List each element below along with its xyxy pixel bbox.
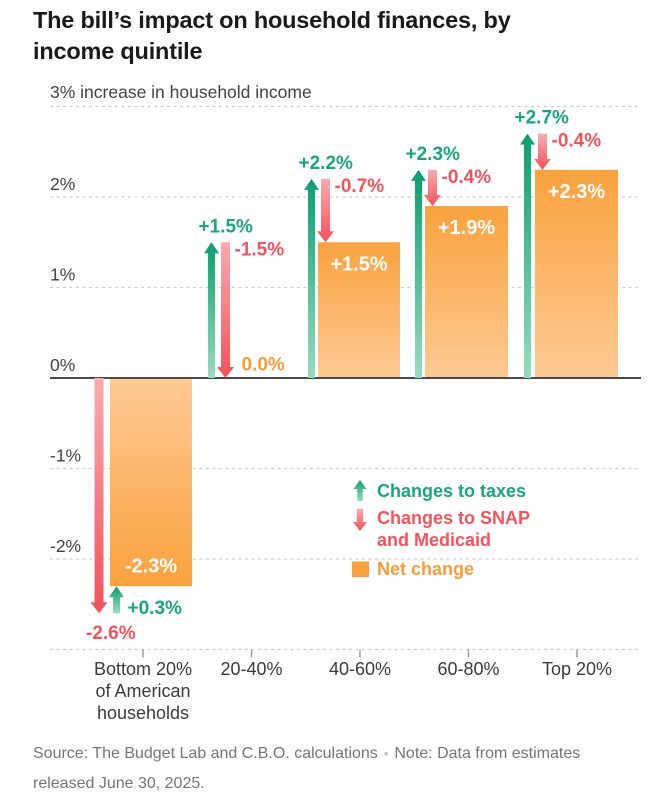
y-axis-unit-label: 3% increase in household income <box>50 82 312 102</box>
category-label: 40-60% <box>329 659 391 679</box>
net-value-label: +1.9% <box>438 217 495 239</box>
legend-label-snap-line1: Changes to SNAP <box>377 508 530 528</box>
snap-medicaid-arrow <box>317 178 334 243</box>
snap-value-label: -2.6% <box>86 623 136 644</box>
y-axis-label: -2% <box>50 536 81 556</box>
legend-label-snap-line2: and Medicaid <box>377 530 491 550</box>
snap-value-label: -0.4% <box>552 131 602 152</box>
tax-change-arrow <box>520 133 535 378</box>
net-change-bar <box>425 206 508 378</box>
snap-medicaid-arrow <box>90 378 108 614</box>
tax-change-arrow <box>109 586 124 614</box>
category-label: 20-40% <box>220 659 282 679</box>
y-axis-label: -1% <box>50 446 81 466</box>
legend-up-arrow-icon <box>353 480 367 501</box>
net-change-bar <box>535 169 618 378</box>
snap-medicaid-arrow <box>217 242 234 378</box>
legend-label-taxes: Changes to taxes <box>377 481 526 501</box>
snap-medicaid-arrow <box>424 169 441 207</box>
chart-title: The bill’s impact on household finances,… <box>33 7 511 64</box>
category-label: Top 20% <box>542 659 612 679</box>
tax-value-label: +2.2% <box>299 153 354 174</box>
snap-value-label: -0.7% <box>335 176 385 197</box>
y-axis-label: 2% <box>50 174 75 194</box>
tax-change-arrow <box>204 242 219 378</box>
category-label: households <box>97 703 189 723</box>
category-label: 60-80% <box>437 659 499 679</box>
legend-label-net: Net change <box>377 559 474 579</box>
tax-value-label: +1.5% <box>199 216 254 237</box>
y-axis-label: 0% <box>50 355 75 375</box>
source-note: Source: The Budget Lab and C.B.O. calcul… <box>33 739 645 799</box>
net-value-label: +2.3% <box>548 181 605 203</box>
legend-square-icon <box>352 561 369 577</box>
note-text-part1: Note: Data from <box>394 745 508 762</box>
tax-value-label: +2.7% <box>515 108 570 129</box>
net-value-label: -2.3% <box>125 556 177 578</box>
category-label: Bottom 20% <box>94 659 192 679</box>
snap-value-label: -1.5% <box>235 239 285 260</box>
net-value-label: 0.0% <box>242 355 285 376</box>
category-label: of American <box>95 681 190 701</box>
source-text: Source: The Budget Lab and C.B.O. calcul… <box>33 745 378 762</box>
net-value-label: +1.5% <box>330 253 387 275</box>
tax-change-arrow <box>304 178 319 378</box>
net-change-bar <box>110 378 192 587</box>
snap-value-label: -0.4% <box>442 167 492 188</box>
y-axis-label: 1% <box>50 265 75 285</box>
tax-value-label: +0.3% <box>128 598 183 619</box>
net-change-bar <box>318 242 400 378</box>
separator-dot-icon: • <box>383 746 389 761</box>
legend-down-arrow-icon <box>353 509 367 531</box>
note-text-part2: estimates released June 30, 2025. <box>33 745 581 792</box>
tax-value-label: +2.3% <box>406 144 461 165</box>
tax-change-arrow <box>411 169 426 378</box>
snap-medicaid-arrow <box>534 133 551 170</box>
